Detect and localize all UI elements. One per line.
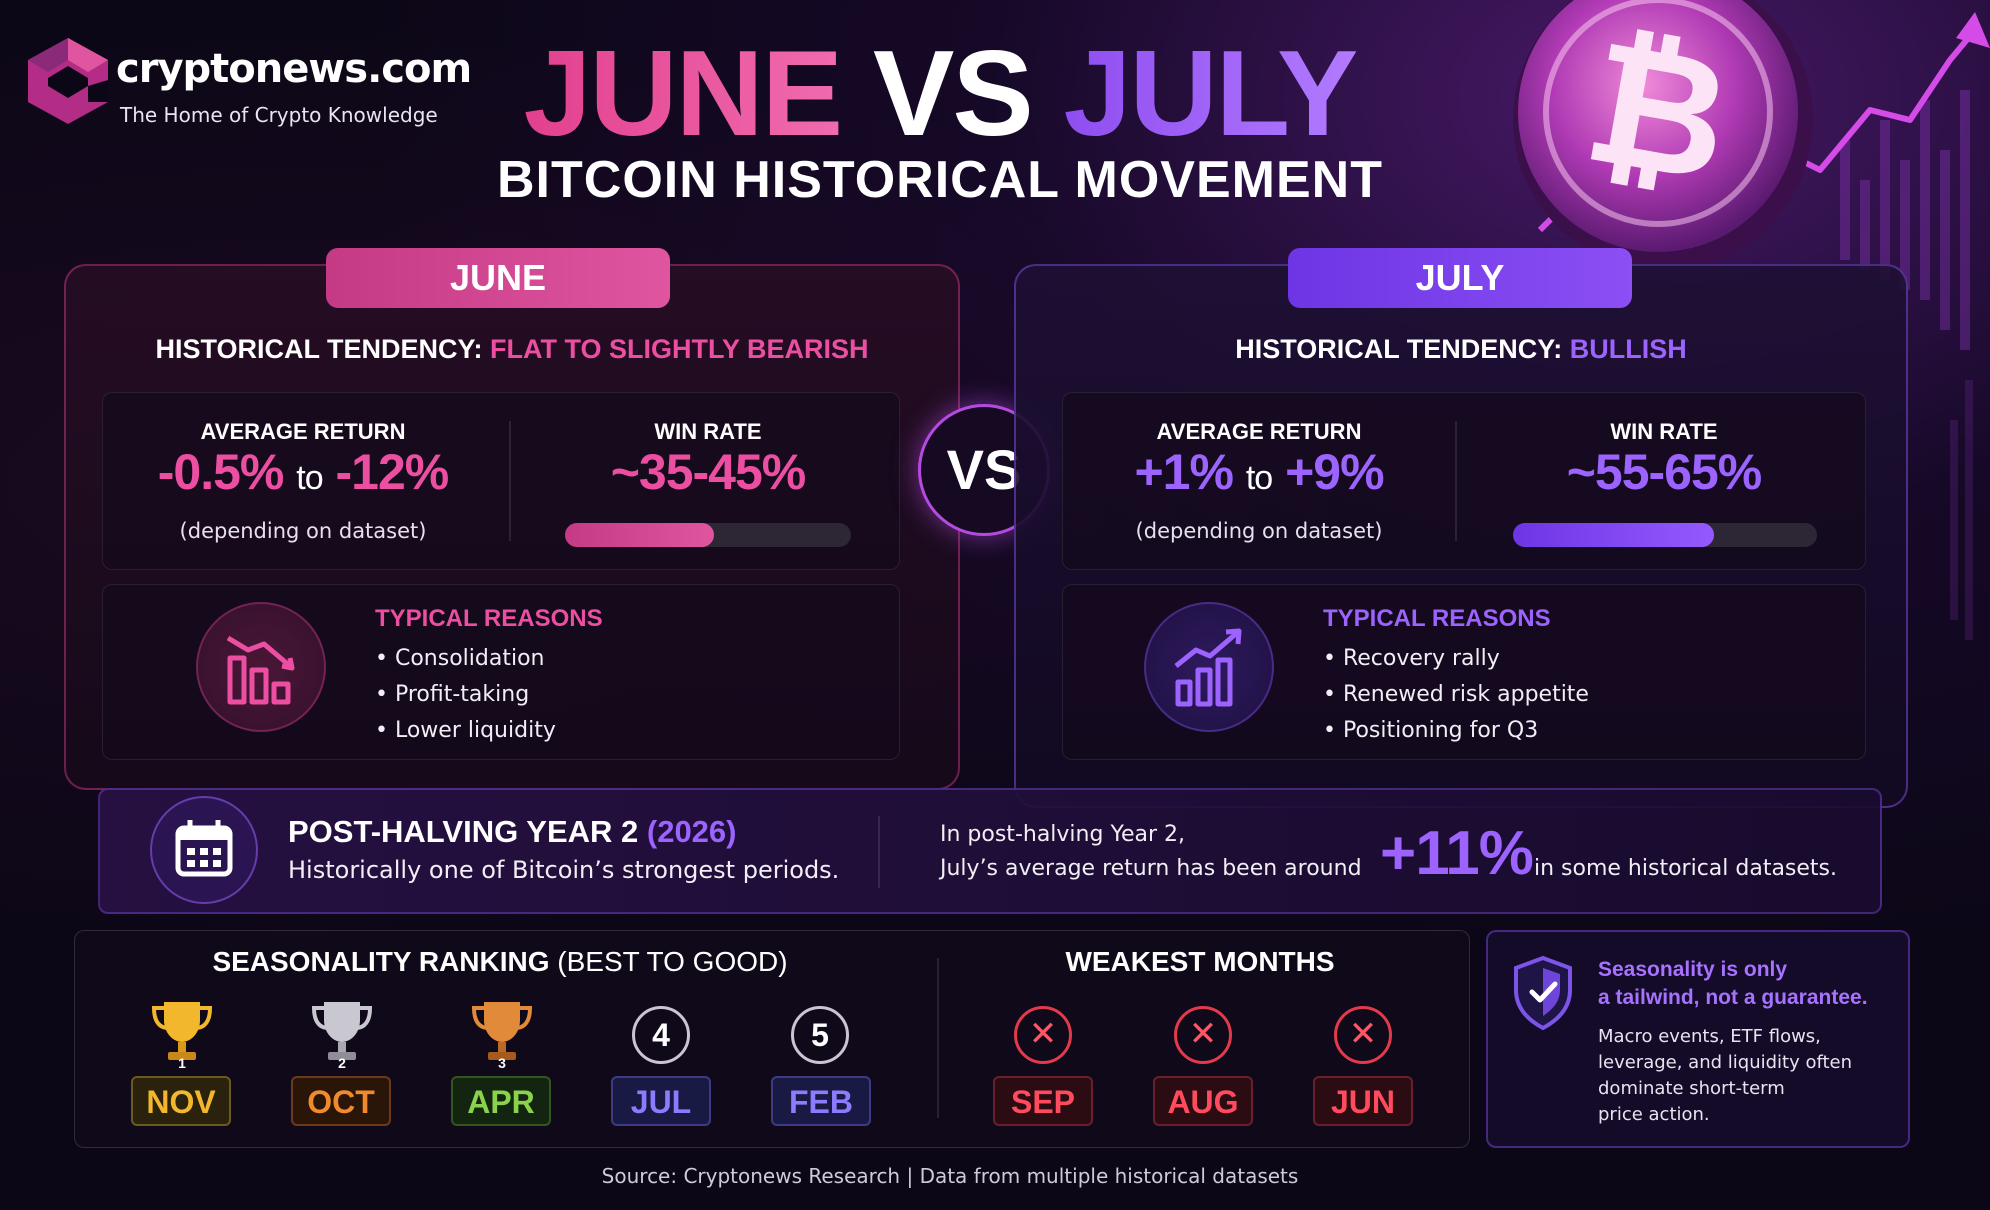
june-stats-box: AVERAGE RETURN -0.5% to -12% (depending …	[102, 392, 900, 570]
june-avg-return-from: -0.5%	[157, 444, 285, 500]
june-tendency-value: FLAT TO SLIGHTLY BEARISH	[490, 334, 869, 364]
halving-line1: In post-halving Year 2,	[940, 822, 1186, 847]
x-icon: ✕	[1174, 1006, 1232, 1064]
ranking-title-text: SEASONALITY RANKING	[212, 946, 550, 977]
rank-number-badge: 5	[791, 1006, 849, 1064]
bitcoin-coin-icon: ₿	[1513, 0, 1813, 270]
ranking-title: SEASONALITY RANKING (BEST TO GOOD)	[150, 946, 850, 978]
july-reasons-list: • Recovery rally • Renewed risk appetite…	[1323, 641, 1589, 749]
rank-month-chip: OCT	[291, 1076, 391, 1126]
july-reason-item: • Positioning for Q3	[1323, 718, 1539, 743]
july-reasons-title: TYPICAL REASONS	[1323, 605, 1551, 632]
rank-number: 3	[498, 1055, 506, 1071]
june-win-rate-label: WIN RATE	[654, 419, 762, 444]
july-reason-item: • Recovery rally	[1323, 646, 1500, 671]
june-avg-return-label: AVERAGE RETURN	[200, 419, 406, 444]
halving-tail: in some historical datasets.	[1534, 856, 1838, 881]
rank-number: 1	[178, 1055, 186, 1071]
july-tendency-value: BULLISH	[1569, 334, 1687, 364]
halving-divider	[878, 816, 880, 888]
cryptonews-logo	[28, 38, 108, 124]
july-win-rate-fill	[1513, 523, 1714, 547]
july-tendency-label: HISTORICAL TENDENCY:	[1235, 334, 1563, 364]
june-reasons-title: TYPICAL REASONS	[375, 605, 603, 632]
june-tendency-label: HISTORICAL TENDENCY:	[155, 334, 483, 364]
june-tendency: HISTORICAL TENDENCY: FLAT TO SLIGHTLY BE…	[64, 334, 960, 365]
june-win-rate-fill	[565, 523, 714, 547]
svg-text:₿: ₿	[1573, 6, 1742, 217]
halving-year: (2026)	[646, 814, 737, 849]
disclaimer-title-line1: Seasonality is only	[1598, 958, 1788, 981]
ranking-title-suffix: (BEST TO GOOD)	[557, 946, 788, 977]
halving-value: +11%	[1380, 819, 1534, 888]
june-reason-item: • Consolidation	[375, 646, 545, 671]
july-avg-return-to-word: to	[1245, 459, 1273, 497]
rank-month-chip: JUL	[611, 1076, 711, 1126]
bar-chart-up-icon	[1144, 602, 1274, 732]
disclaimer-body-line: dominate short-term	[1598, 1078, 1785, 1099]
shield-check-icon	[1514, 955, 1572, 1031]
june-avg-return-note: (depending on dataset)	[179, 519, 427, 543]
disclaimer-body-line: leverage, and liquidity often	[1598, 1052, 1853, 1073]
july-avg-return-to: +9%	[1285, 444, 1384, 500]
trophy-icon: 1	[151, 1002, 213, 1071]
brand-tagline: The Home of Crypto Knowledge	[120, 103, 438, 127]
stats-divider	[1455, 421, 1457, 541]
weak-month-chip: SEP	[993, 1076, 1093, 1126]
july-avg-return-value: +1% to +9%	[1063, 443, 1455, 501]
july-stats-box: AVERAGE RETURN +1% to +9% (depending on …	[1062, 392, 1866, 570]
july-win-rate-value: ~55-65%	[1566, 444, 1763, 500]
halving-title-text: POST-HALVING YEAR 2	[288, 814, 639, 849]
june-reasons-list: • Consolidation • Profit-taking • Lower …	[375, 641, 556, 749]
title-june: JUNE	[523, 25, 843, 161]
title-july: JULY	[1063, 25, 1359, 161]
x-icon: ✕	[1014, 1006, 1072, 1064]
source-footer: Source: Cryptonews Research | Data from …	[601, 1164, 1299, 1188]
rank-number-badge: 4	[632, 1006, 690, 1064]
weak-month-chip: JUN	[1313, 1076, 1413, 1126]
stats-divider	[509, 421, 511, 541]
page-subtitle: BITCOIN HISTORICAL MOVEMENT	[497, 151, 1383, 209]
july-win-rate-track	[1513, 523, 1817, 547]
brand-name: cryptonews.com	[116, 46, 472, 92]
title-vs: VS	[873, 25, 1034, 161]
june-win-rate-value: ~35-45%	[610, 444, 807, 500]
rank-month-chip: APR	[451, 1076, 551, 1126]
june-avg-return-to: -12%	[335, 444, 450, 500]
rank-month-chip: FEB	[771, 1076, 871, 1126]
july-win-rate-label: WIN RATE	[1610, 419, 1718, 444]
halving-title: POST-HALVING YEAR 2 (2026)	[288, 814, 736, 850]
june-reason-item: • Lower liquidity	[375, 718, 556, 743]
july-reason-item: • Renewed risk appetite	[1323, 682, 1589, 707]
halving-banner	[98, 788, 1882, 914]
july-avg-return-note: (depending on dataset)	[1135, 519, 1383, 543]
june-avg-return-value: -0.5% to -12%	[103, 443, 503, 501]
page-title: JUNE VS JULY	[0, 28, 1880, 158]
trophy-icon: 3	[471, 1002, 533, 1071]
june-reason-item: • Profit-taking	[375, 682, 530, 707]
bar-chart-down-icon	[196, 602, 326, 732]
rank-number: 2	[338, 1055, 346, 1071]
june-avg-return-to-word: to	[296, 459, 323, 497]
june-tab: JUNE	[326, 248, 670, 308]
july-avg-return-from: +1%	[1134, 444, 1233, 500]
x-icon: ✕	[1334, 1006, 1392, 1064]
ranking-divider	[937, 958, 939, 1118]
weakest-title: WEAKEST MONTHS	[1065, 946, 1335, 977]
july-avg-return-label: AVERAGE RETURN	[1156, 419, 1362, 444]
july-tendency: HISTORICAL TENDENCY: BULLISH	[1014, 334, 1908, 365]
weak-month-chip: AUG	[1153, 1076, 1253, 1126]
disclaimer-title-line2: a tailwind, not a guarantee.	[1598, 986, 1868, 1009]
disclaimer-body-line: Macro events, ETF flows,	[1598, 1026, 1821, 1047]
calendar-icon	[150, 796, 258, 904]
june-win-rate-track	[565, 523, 851, 547]
rank-month-chip: NOV	[131, 1076, 231, 1126]
disclaimer-body-line: price action.	[1598, 1104, 1710, 1125]
july-tab: JULY	[1288, 248, 1632, 308]
trophy-icon: 2	[311, 1002, 373, 1071]
halving-line2: July’s average return has been around	[940, 856, 1362, 881]
halving-description: Historically one of Bitcoin’s strongest …	[288, 856, 840, 884]
